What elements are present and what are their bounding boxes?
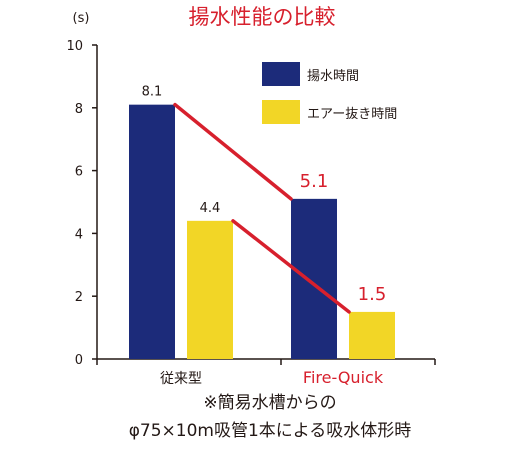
y-tick-label-2: 2 — [75, 290, 83, 305]
bar-air-removal-0 — [187, 220, 233, 359]
legend-label-pumping: 揚水時間 — [307, 68, 359, 84]
legend-swatch-pumping — [262, 62, 300, 86]
y-tick-label-0: 0 — [75, 353, 83, 368]
bar-pumping-1 — [291, 198, 337, 359]
y-tick-label-8: 8 — [75, 102, 83, 117]
y-tick-label-4: 4 — [75, 227, 83, 242]
data-label-pumping-0: 8.1 — [142, 85, 163, 100]
footnote-line-2: φ75×10m吸管1本による吸水体形時 — [129, 421, 412, 441]
legend: 揚水時間 エアー抜き時間 — [262, 62, 397, 124]
bar-air-removal-1 — [349, 311, 395, 359]
y-axis-unit-label: (s) — [73, 11, 90, 26]
y-tick-label-6: 6 — [75, 165, 83, 180]
x-tick-label-1: Fire-Quick — [303, 368, 384, 387]
footnote-line-1: ※簡易水槽からの — [203, 393, 336, 413]
x-tick-label-0: 従来型 — [160, 371, 202, 387]
chart-title: 揚水性能の比較 — [189, 5, 336, 29]
data-label-air-removal-1: 1.5 — [358, 284, 387, 305]
data-label-air-removal-0: 4.4 — [200, 201, 221, 216]
bar-pumping-0 — [129, 104, 175, 359]
trend-line-air-removal — [231, 219, 351, 314]
y-tick-label-10: 10 — [66, 39, 83, 54]
legend-label-air-removal: エアー抜き時間 — [307, 106, 397, 122]
legend-swatch-air-removal — [262, 100, 300, 124]
trend-line-pumping — [173, 102, 293, 201]
data-label-pumping-1: 5.1 — [300, 171, 329, 192]
